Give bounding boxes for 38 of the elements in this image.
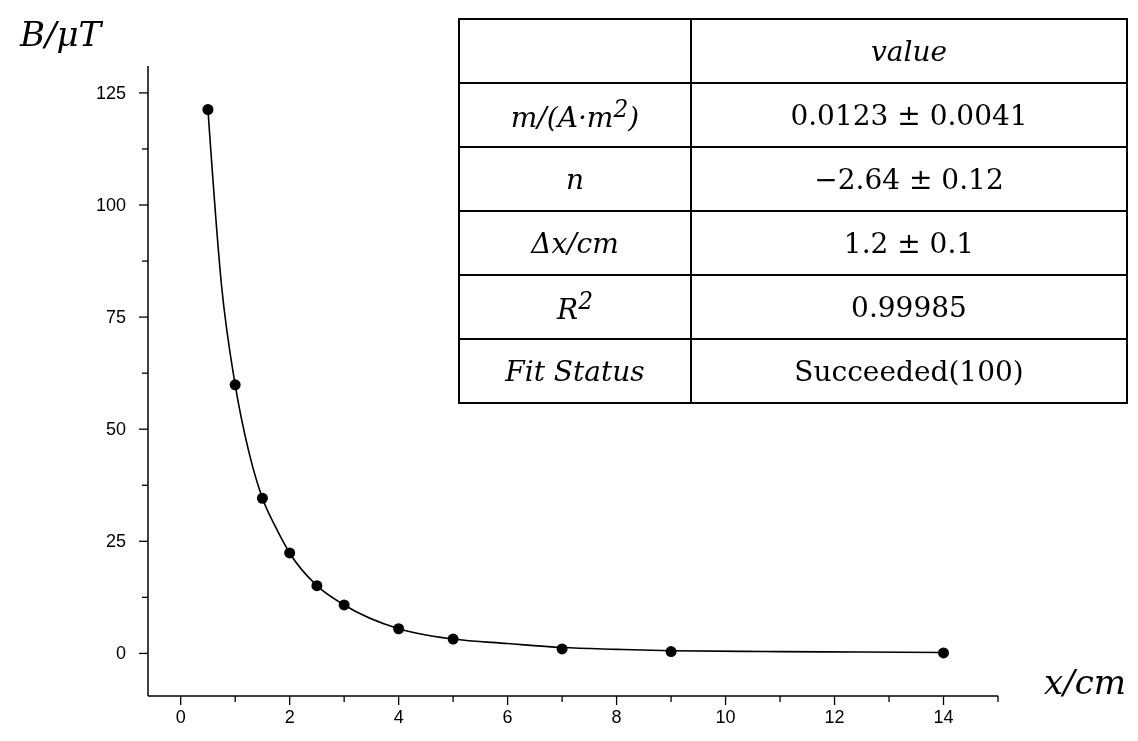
annotation: R$^{2}$ xyxy=(459,275,691,339)
y-tick-label: 25 xyxy=(105,531,126,552)
point xyxy=(338,599,350,611)
y-tick-label: 75 xyxy=(105,307,126,328)
x-tick-label: 0 xyxy=(175,707,186,727)
point xyxy=(256,492,268,504)
y-tick-label: 0 xyxy=(115,643,126,664)
annotation: 0.99985 xyxy=(691,275,1127,339)
point xyxy=(393,623,405,635)
annotation: m/(A·m$^{2}$) xyxy=(459,83,691,147)
annotation: Fit Status xyxy=(459,339,691,403)
point xyxy=(284,547,296,559)
point xyxy=(447,633,459,645)
annotation: value xyxy=(691,19,1127,83)
point xyxy=(311,580,323,592)
annotation: 1.2 ± 0.1 xyxy=(691,211,1127,275)
y-tick-label: 100 xyxy=(95,195,126,215)
point xyxy=(202,104,214,115)
x-tick-label: 4 xyxy=(393,707,404,727)
annotation: Succeeded(100) xyxy=(691,339,1127,403)
y-tick-label: 50 xyxy=(105,419,126,440)
x-tick-label: 8 xyxy=(611,707,622,727)
point xyxy=(229,379,241,391)
y-axis-title: B/μT xyxy=(19,14,104,54)
annotation: n xyxy=(459,147,691,211)
annotation: 0.0123 ± 0.0041 xyxy=(691,83,1127,147)
annotation: Δx/cm xyxy=(459,211,691,275)
x-tick-label: 14 xyxy=(933,707,954,727)
x-tick-label: 2 xyxy=(284,707,295,727)
point xyxy=(938,647,950,659)
annotation: −2.64 ± 0.12 xyxy=(691,147,1127,211)
x-axis-title: x/cm xyxy=(1044,662,1126,702)
x-tick-label: 12 xyxy=(824,707,845,727)
y-tick-label: 125 xyxy=(95,82,126,103)
point xyxy=(665,646,677,658)
x-tick-label: 6 xyxy=(502,707,513,727)
point xyxy=(556,643,568,655)
x-tick-label: 10 xyxy=(715,707,736,727)
